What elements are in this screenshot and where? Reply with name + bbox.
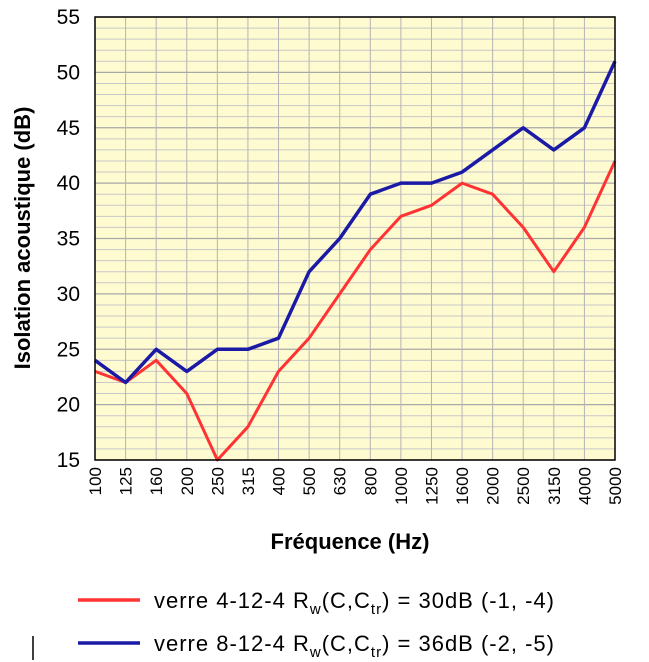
x-tick-label: 630 [331, 467, 350, 495]
y-tick-label: 55 [57, 6, 80, 29]
x-tick-labels: 100 125 160 200 250 315 400 500 630 800 1000 1250 16… [86, 467, 625, 505]
y-tick-labels: 15 20 25 30 35 40 45 50 55 [57, 6, 80, 472]
x-tick-label: 1250 [422, 467, 441, 505]
x-tick-label: 125 [117, 467, 136, 495]
x-tick-label: 250 [208, 467, 227, 495]
x-tick-label: 1000 [392, 467, 411, 505]
legend: verre 4-12-4 Rw(C,Ctr) = 30dB (-1, -4) ve… [78, 588, 555, 661]
x-tick-label: 200 [178, 467, 197, 495]
y-tick-label: 15 [57, 449, 80, 472]
y-tick-label: 50 [57, 61, 80, 84]
legend-label-2: verre 8-12-4 Rw(C,Ctr) = 36dB (-2, -5) [154, 631, 555, 661]
x-tick-label: 2500 [514, 467, 533, 505]
x-tick-label: 1600 [453, 467, 472, 505]
x-tick-label: 500 [300, 467, 319, 495]
x-tick-label: 400 [270, 467, 289, 495]
x-tick-label: 100 [86, 467, 105, 495]
y-tick-label: 35 [57, 228, 80, 251]
x-tick-label: 3150 [545, 467, 564, 505]
x-axis-title: Fréquence (Hz) [271, 529, 430, 554]
x-tick-label: 160 [147, 467, 166, 495]
y-tick-label: 25 [57, 338, 80, 361]
y-tick-label: 40 [57, 172, 80, 195]
grid [94, 16, 616, 461]
x-tick-label: 800 [361, 467, 380, 495]
y-axis-title: Isolation acoustique (dB) [10, 107, 35, 370]
x-tick-label: 4000 [575, 467, 594, 505]
legend-label-1: verre 4-12-4 Rw(C,Ctr) = 30dB (-1, -4) [154, 588, 555, 618]
x-tick-label: 5000 [606, 467, 625, 505]
series-line-1 [94, 160, 617, 462]
y-tick-label: 30 [57, 283, 80, 306]
series-line-2 [93, 60, 617, 385]
plot-frame [94, 16, 616, 461]
x-tick-label: 2000 [484, 467, 503, 505]
series-layer [93, 60, 617, 462]
x-tick-label: 315 [239, 467, 258, 495]
y-tick-label: 20 [57, 394, 80, 417]
y-tick-label: 45 [57, 117, 80, 140]
